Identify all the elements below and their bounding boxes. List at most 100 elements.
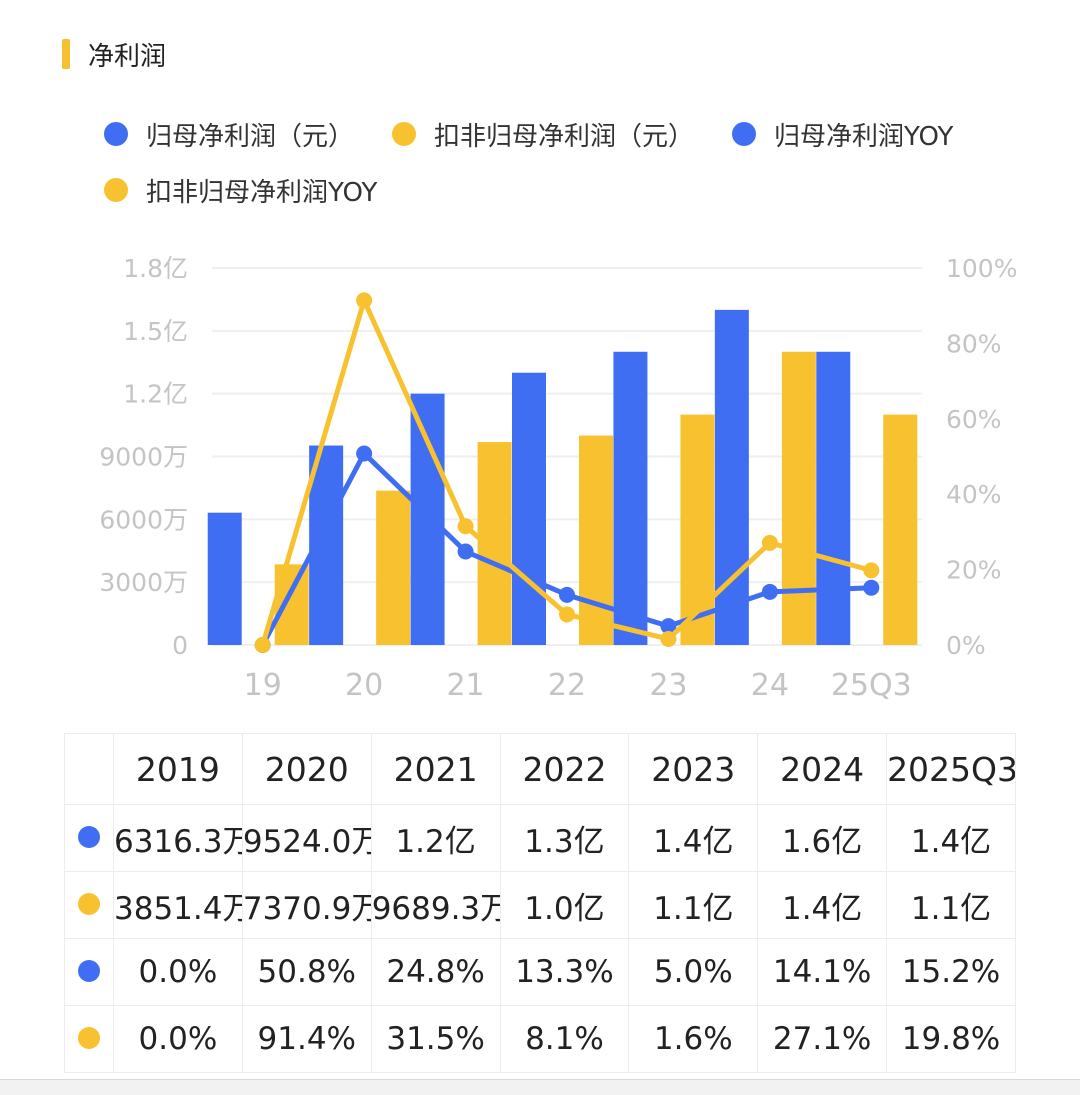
table-cell: 6316.3万 xyxy=(113,804,243,872)
x-axis-tick-label: 23 xyxy=(649,668,687,703)
bar-deducted-net-profit xyxy=(274,564,309,645)
bar-parent-net-profit xyxy=(410,393,445,645)
legend-label: 归母净利润YOY xyxy=(774,121,954,152)
table-header-row: 2019 2020 2021 2022 2023 2024 2025Q3 xyxy=(64,733,1016,805)
table-cell: 15.2% xyxy=(886,938,1016,1006)
left-axis-tick-label: 9000万 xyxy=(99,443,188,472)
table-header-cell: 2025Q3 xyxy=(886,733,1016,805)
x-axis-tick-label: 20 xyxy=(345,668,383,703)
section-header: 净利润 xyxy=(62,34,166,74)
point-parent-yoy xyxy=(863,579,880,596)
legend-item[interactable]: 归母净利润（元） xyxy=(104,114,354,154)
table-row-marker xyxy=(64,804,114,872)
bar-parent-net-profit xyxy=(816,351,851,645)
x-axis-tick-label: 25Q3 xyxy=(831,668,912,703)
table-row-marker xyxy=(64,938,114,1006)
point-parent-yoy xyxy=(457,543,474,560)
point-deducted-yoy xyxy=(863,562,880,579)
section-accent-bar xyxy=(62,39,70,69)
legend-label: 扣非归母净利润（元） xyxy=(434,121,695,152)
table-row: 6316.3万 9524.0万 1.2亿 1.3亿 1.4亿 1.6亿 1.4亿 xyxy=(64,804,1016,872)
table-cell: 1.0亿 xyxy=(499,871,630,939)
right-axis-tick-label: 0% xyxy=(946,631,986,660)
x-axis-tick-label: 24 xyxy=(751,668,789,703)
bar-parent-net-profit xyxy=(613,351,648,645)
table-cell: 9524.0万 xyxy=(241,804,372,872)
legend-label: 扣非归母净利润YOY xyxy=(146,177,378,208)
right-axis-tick-label: 40% xyxy=(946,480,1002,509)
table-header-cell: 2022 xyxy=(499,733,630,805)
bar-parent-net-profit xyxy=(512,372,546,645)
point-deducted-yoy xyxy=(660,630,677,647)
series-dot-icon xyxy=(78,960,100,982)
table-cell: 19.8% xyxy=(886,1005,1016,1073)
legend-dot-icon xyxy=(104,178,128,202)
table-cell: 50.8% xyxy=(241,938,372,1006)
right-axis-tick-label: 80% xyxy=(946,329,1002,358)
legend-dot-icon xyxy=(732,122,757,146)
table-cell: 31.5% xyxy=(370,1005,501,1073)
table-cell: 9689.3万 xyxy=(370,871,501,939)
table-cell: 1.6亿 xyxy=(757,804,888,872)
bar-parent-net-profit xyxy=(714,309,749,645)
table-row-marker xyxy=(64,1005,114,1073)
table-cell: 1.4亿 xyxy=(628,804,759,872)
left-axis-tick-label: 3000万 xyxy=(99,568,188,597)
left-axis-tick-label: 1.8亿 xyxy=(123,254,188,283)
table-cell: 3851.4万 xyxy=(113,871,243,939)
right-axis-tick-label: 100% xyxy=(946,254,1017,283)
point-deducted-yoy xyxy=(761,534,778,551)
point-deducted-yoy xyxy=(254,637,271,653)
table-row: 3851.4万 7370.9万 9689.3万 1.0亿 1.1亿 1.4亿 1.1亿 xyxy=(64,871,1016,939)
left-axis-tick-label: 0 xyxy=(172,631,188,660)
table-cell: 8.1% xyxy=(499,1005,630,1073)
legend-item[interactable]: 扣非归母净利润YOY xyxy=(104,170,377,210)
table-header-cell: 2021 xyxy=(370,733,501,805)
table-cell: 1.1亿 xyxy=(886,871,1016,939)
table-cell: 1.4亿 xyxy=(757,871,888,939)
bar-parent-net-profit xyxy=(207,512,242,645)
bar-deducted-net-profit xyxy=(781,351,816,645)
series-dot-icon xyxy=(78,1027,100,1049)
table-cell: 14.1% xyxy=(757,938,888,1006)
legend-item[interactable]: 扣非归母净利润（元） xyxy=(392,114,694,154)
table-header-cell: 2023 xyxy=(628,733,759,805)
right-axis-tick-label: 20% xyxy=(946,556,1002,585)
table-cell: 1.1亿 xyxy=(628,871,759,939)
point-deducted-yoy xyxy=(559,606,575,623)
net-profit-chart: 0 3000万 6000万 9000万 1.2亿 1.5亿 1.8亿 0% 20% 40% 60% 8… xyxy=(99,254,1017,703)
table-cell: 0.0% xyxy=(113,1005,243,1073)
chart-legend: 归母净利润（元） 扣非归母净利润（元） 归母净利润YOY 扣非归母净利润YOY xyxy=(104,114,1034,210)
left-axis-tick-label: 1.2亿 xyxy=(123,380,188,409)
table-cell: 1.2亿 xyxy=(370,804,501,872)
point-parent-yoy xyxy=(559,586,575,603)
table-row: 0.0% 91.4% 31.5% 8.1% 1.6% 27.1% 19.8% xyxy=(64,1005,1016,1073)
table-cell: 7370.9万 xyxy=(241,871,372,939)
point-deducted-yoy xyxy=(356,292,373,309)
table-cell: 1.6% xyxy=(628,1005,759,1073)
table-header-cell: 2019 xyxy=(113,733,243,805)
table-cell: 13.3% xyxy=(499,938,630,1006)
series-dot-icon xyxy=(78,826,100,848)
table-cell: 27.1% xyxy=(757,1005,888,1073)
bar-deducted-net-profit xyxy=(883,414,918,645)
bar-deducted-net-profit xyxy=(680,414,715,645)
point-parent-yoy xyxy=(356,445,373,462)
legend-dot-icon xyxy=(104,122,128,146)
x-axis-tick-label: 19 xyxy=(244,668,282,703)
footer-divider xyxy=(0,1079,1080,1095)
point-parent-yoy xyxy=(660,618,677,635)
table-row-marker xyxy=(64,871,114,939)
bar-deducted-net-profit xyxy=(579,435,613,645)
net-profit-table: 2019 2020 2021 2022 2023 2024 2025Q3 6316.3万 95… xyxy=(64,733,1016,1073)
left-axis-tick-label: 1.5亿 xyxy=(123,317,188,346)
table-row: 0.0% 50.8% 24.8% 13.3% 5.0% 14.1% 15.2% xyxy=(64,938,1016,1006)
section-title: 净利润 xyxy=(88,41,167,72)
legend-item[interactable]: 归母净利润YOY xyxy=(732,114,953,154)
table-cell: 24.8% xyxy=(370,938,501,1006)
table-cell: 1.3亿 xyxy=(499,804,630,872)
table-header-cell: 2020 xyxy=(241,733,372,805)
x-axis-tick-label: 22 xyxy=(548,668,586,703)
left-axis-tick-label: 6000万 xyxy=(99,505,188,534)
table-header-cell: 2024 xyxy=(757,733,888,805)
